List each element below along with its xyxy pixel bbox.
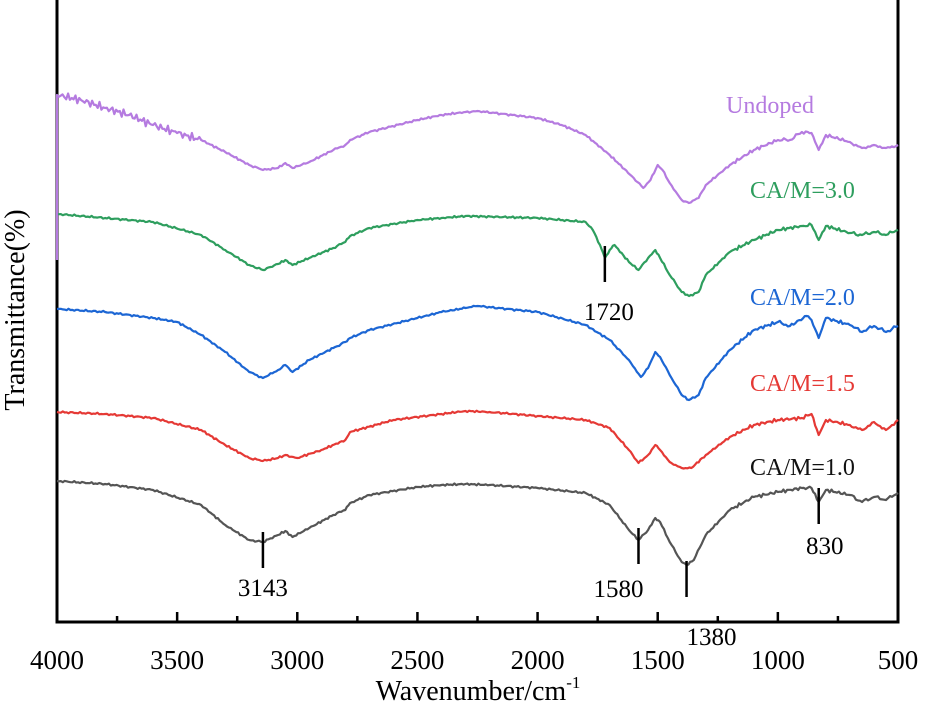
x-tick-label: 1500 <box>631 645 685 675</box>
peak-label-1380: 1380 <box>687 624 737 651</box>
y-axis-label: Transmittance(%) <box>0 209 31 410</box>
x-tick-label: 2500 <box>390 645 444 675</box>
x-axis-label-superscript: -1 <box>566 673 580 692</box>
series-group <box>55 92 899 567</box>
peak-label-3143: 3143 <box>238 575 288 602</box>
series-line-ca-m-2-0 <box>56 304 899 402</box>
series-label-ca-m-1-5: CA/M=1.5 <box>750 371 855 397</box>
x-tick-label: 3000 <box>270 645 324 675</box>
x-axis-label-main: Wavenumber/cm <box>376 676 567 707</box>
series-line-ca-m-3-0 <box>56 212 899 298</box>
x-tick-label: 2000 <box>511 645 565 675</box>
x-tick-label: 4000 <box>30 645 84 675</box>
series-label-undoped: Undoped <box>726 93 814 119</box>
series-line-ca-m-1-5 <box>56 409 899 470</box>
peak-label-1580: 1580 <box>593 576 643 603</box>
series-labels: Undoped CA/M=3.0 CA/M=2.0 CA/M=1.5 CA/M=… <box>726 93 855 481</box>
peak-label-1720: 1720 <box>584 299 634 326</box>
x-tick-label: 500 <box>878 645 919 675</box>
peak-annotations: 3143 1580 1380 830 1720 <box>238 246 844 651</box>
series-label-ca-m-3-0: CA/M=3.0 <box>750 178 855 204</box>
x-axis-label: Wavenumber/cm-1 <box>376 673 581 707</box>
x-tick-label: 1000 <box>751 645 805 675</box>
series-line-undoped <box>55 92 899 260</box>
x-tick-label: 3500 <box>150 645 204 675</box>
series-label-ca-m-1-0: CA/M=1.0 <box>750 455 855 481</box>
series-line-ca-m-1-0 <box>56 479 899 567</box>
series-label-ca-m-2-0: CA/M=2.0 <box>750 285 855 311</box>
peak-label-830: 830 <box>806 533 844 560</box>
axes: 4000 3500 3000 2500 2000 1500 1000 500 <box>30 0 918 675</box>
